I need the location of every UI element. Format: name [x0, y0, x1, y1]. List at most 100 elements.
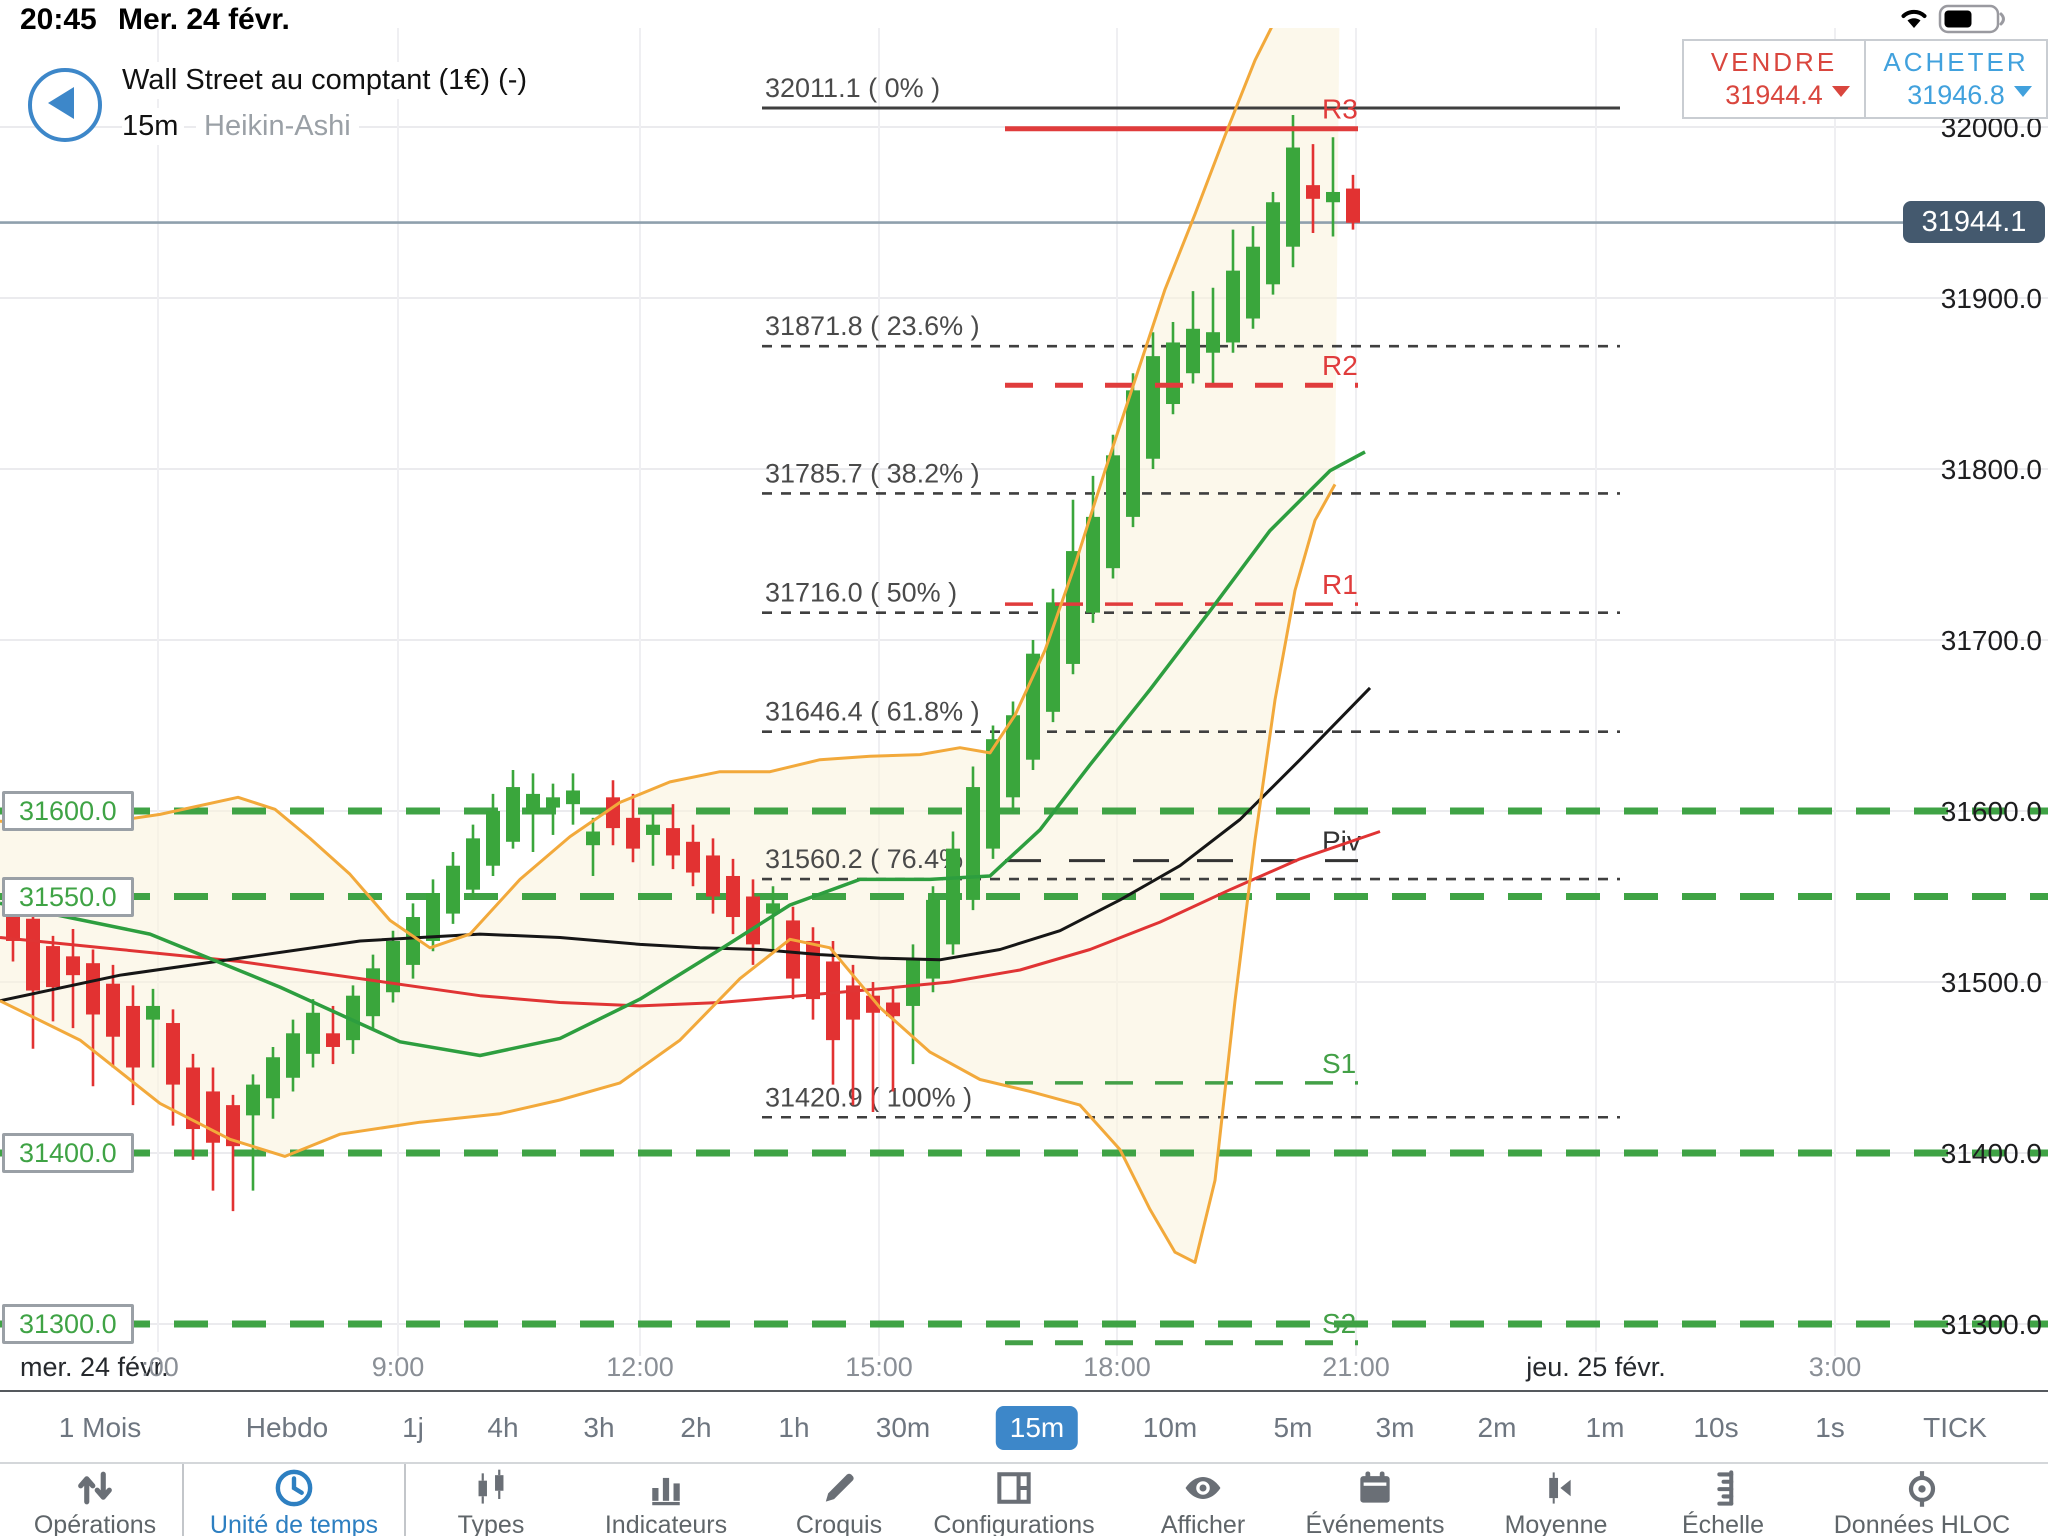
toolbar-item-types[interactable]: Types	[401, 1464, 581, 1536]
timeframe-option-2m[interactable]: 2m	[1477, 1412, 1517, 1443]
candle-up	[646, 824, 660, 835]
candle-up	[1206, 332, 1220, 353]
calendar-icon	[1360, 1471, 1390, 1503]
toolbar-item-op-rations[interactable]: Opérations	[5, 1464, 185, 1536]
candle-down	[886, 1002, 900, 1017]
timeframe-option-1m[interactable]: 1m	[1585, 1412, 1625, 1443]
fib-label: 31785.7 ( 38.2% )	[765, 458, 980, 488]
candle-down	[1346, 188, 1360, 223]
candle-up	[406, 917, 420, 965]
y-axis-label: 31600.0	[1941, 796, 2042, 827]
candle-arrow-icon	[1549, 1472, 1571, 1504]
wifi-icon	[1901, 9, 1927, 28]
candle-up	[1166, 342, 1180, 405]
timeframe-option-30m[interactable]: 30m	[875, 1412, 931, 1443]
timeframe-option-1s[interactable]: 1s	[1815, 1412, 1845, 1443]
timeframe-bar: 1 Mois Hebdo 1j 4h 3h 2h 1h 30m 15m 10m 5m 3m 2m 1m 10…	[0, 1392, 2048, 1464]
battery-icon	[1938, 4, 2005, 34]
y-axis-label: 31400.0	[1941, 1138, 2042, 1169]
hline-price-label: 31300.0	[2, 1304, 134, 1344]
plot-area[interactable]: 32011.1 ( 0% ) 31871.8 ( 23.6% ) 31785.7 (…	[0, 0, 2048, 1356]
candle-up	[1046, 602, 1060, 712]
arrows-up-down-icon	[78, 1471, 112, 1505]
candle-up	[146, 1005, 160, 1020]
candle-up	[966, 787, 980, 900]
sell-label: VENDRE	[1710, 47, 1838, 77]
time-axis-label: 21:00	[1322, 1352, 1390, 1382]
buy-label: ACHETER	[1883, 47, 2029, 77]
candle-up	[1026, 653, 1040, 760]
candle-down	[66, 956, 80, 976]
timeframe-option-10s[interactable]: 10s	[1693, 1412, 1739, 1443]
candle-down	[126, 1005, 140, 1068]
timeframe-option-10m[interactable]: 10m	[1142, 1412, 1198, 1443]
candle-up	[766, 903, 780, 914]
timeframe-option-1h[interactable]: 1h	[778, 1412, 810, 1443]
candle-up	[286, 1033, 300, 1078]
bollinger-band-fill	[0, 28, 1340, 1263]
fib-label: 31716.0 ( 50% )	[765, 578, 957, 608]
timeframe-option-hebdo[interactable]: Hebdo	[245, 1412, 329, 1443]
candle-up	[1106, 455, 1120, 569]
toolbar-item-croquis[interactable]: Croquis	[749, 1464, 929, 1536]
toolbar-item--v-nements[interactable]: Événements	[1285, 1464, 1465, 1536]
candle-down	[726, 875, 740, 918]
candle-down	[226, 1105, 240, 1147]
timeframe-option-1-mois[interactable]: 1 Mois	[58, 1412, 142, 1443]
toolbar-item-indicateurs[interactable]: Indicateurs	[576, 1464, 756, 1536]
toolbar-item-label: Moyenne	[1504, 1511, 1608, 1536]
pivot-label: S1	[1322, 1048, 1356, 1079]
candle-up	[586, 831, 600, 846]
y-axis-label: 31300.0	[1941, 1309, 2042, 1340]
toolbar-item-configurations[interactable]: Configurations	[924, 1464, 1104, 1536]
sell-price: 31944.4	[1725, 80, 1823, 110]
toolbar-item-moyenne[interactable]: Moyenne	[1466, 1464, 1646, 1536]
candle-up	[426, 893, 440, 941]
candle-up	[546, 797, 560, 808]
candle-up	[1126, 390, 1140, 517]
toolbar-divider	[404, 1464, 406, 1536]
buy-button[interactable]: ACHETER 31946.8	[1866, 41, 2046, 117]
toolbar-item-afficher[interactable]: Afficher	[1113, 1464, 1293, 1536]
pencil-icon	[825, 1473, 854, 1502]
timeframe-option-15m[interactable]: 15m	[995, 1406, 1079, 1450]
candle-down	[666, 828, 680, 856]
timeframe-option-5m[interactable]: 5m	[1273, 1412, 1313, 1443]
candles	[6, 115, 1360, 1212]
bottom-toolbar: Opérations Unité de temps Types Indicateurs…	[0, 1464, 2048, 1536]
current-price-badge: 31944.1	[1903, 201, 2045, 243]
candle-up	[486, 811, 500, 866]
candle-up	[1246, 246, 1260, 319]
clock-icon	[275, 1469, 313, 1507]
y-axis-label: 31500.0	[1941, 967, 2042, 998]
status-time: 20:45	[20, 3, 97, 36]
timeframe-option-4h[interactable]: 4h	[487, 1412, 519, 1443]
timeframe-option-2h[interactable]: 2h	[680, 1412, 712, 1443]
timeframe-option-tick[interactable]: TICK	[1923, 1412, 1987, 1443]
candle-up	[466, 838, 480, 890]
timeframe-option-1j[interactable]: 1j	[402, 1412, 424, 1443]
instrument-title: Wall Street au comptant (1€) (-)	[122, 62, 536, 99]
candle-down	[166, 1023, 180, 1085]
toolbar-item-unit-de-temps[interactable]: Unité de temps	[204, 1464, 384, 1536]
timeframe-option-3h[interactable]: 3h	[583, 1412, 615, 1443]
candle-down	[826, 961, 840, 1041]
candle-down	[626, 817, 640, 849]
toolbar-item-label: Données HLOC	[1833, 1511, 2011, 1536]
back-button[interactable]	[28, 68, 102, 142]
candle-down	[186, 1067, 200, 1130]
toolbar-item-donn-es-hloc[interactable]: Données HLOC	[1832, 1464, 2012, 1536]
sell-button[interactable]: VENDRE 31944.4	[1684, 41, 1866, 117]
hline-price-label: 31550.0	[2, 876, 134, 917]
time-axis-label: 12:00	[606, 1352, 674, 1382]
timeframe-option-3m[interactable]: 3m	[1375, 1412, 1415, 1443]
toolbar-item--chelle[interactable]: Échelle	[1633, 1464, 1813, 1536]
candle-down	[86, 963, 100, 1015]
time-axis: mer. 24 févr.:00 9:00 12:00 15:00 18:00 21:00…	[0, 1348, 2048, 1394]
ma-black-line	[0, 686, 1372, 1003]
chart-timeframe-label[interactable]: 15m	[122, 108, 185, 145]
buy-price: 31946.8	[1907, 80, 2005, 110]
candle-up	[1326, 191, 1340, 203]
candle-up	[906, 958, 920, 1006]
